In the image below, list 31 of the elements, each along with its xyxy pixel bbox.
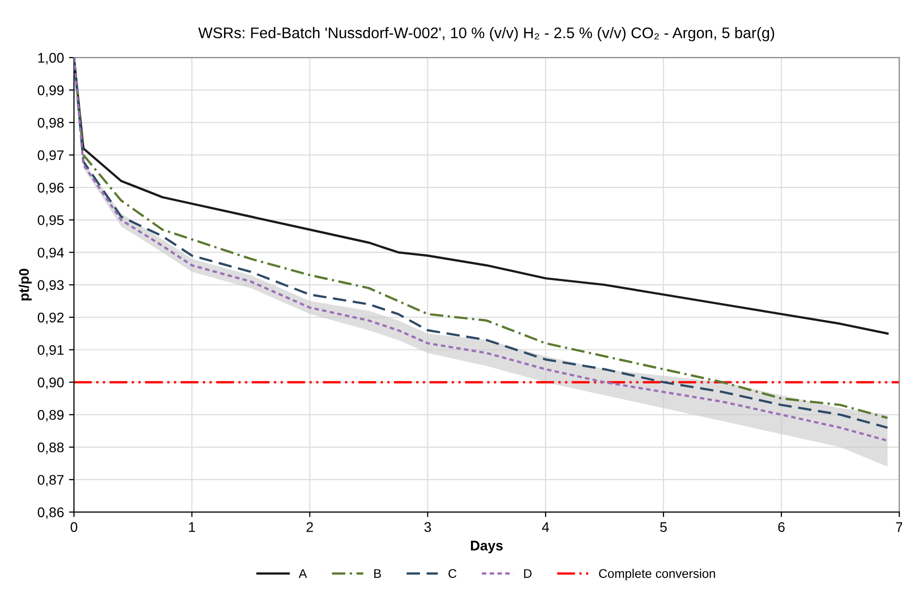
chart-title: WSRs: Fed-Batch 'Nussdorf-W-002', 10 % (v/v) H₂ - 2.5 % (v/v) CO₂ - Argon, 5 bar(g) [198, 27, 774, 42]
x-axis-title: Days [470, 540, 503, 554]
y-tick-label: 0,97 [38, 150, 64, 162]
x-tick-label: 2 [306, 522, 313, 532]
y-tick-label: 1,00 [38, 52, 64, 64]
legend-label: D [524, 569, 532, 578]
y-tick-label: 0,99 [38, 85, 64, 97]
legend-label: B [374, 569, 381, 578]
y-tick-label: 0,88 [38, 442, 64, 454]
y-tick-label: 0,95 [38, 215, 64, 227]
y-tick-label: 0,90 [38, 378, 64, 390]
legend-label: Complete conversion [599, 568, 716, 580]
y-tick-label: 0,91 [38, 345, 64, 357]
x-tick-label: 3 [424, 522, 431, 532]
y-tick-label: 0,89 [38, 410, 64, 422]
y-tick-label: 0,87 [38, 474, 64, 486]
x-tick-label: 7 [896, 522, 902, 532]
x-tick-label: 0 [70, 522, 78, 532]
legend-label: A [298, 569, 307, 578]
y-axis-title: pt/p0 [18, 268, 32, 300]
y-tick-label: 0,93 [38, 280, 64, 292]
x-tick-label: 1 [189, 522, 196, 532]
x-tick-label: 4 [542, 522, 550, 532]
x-tick-label: 6 [778, 522, 785, 532]
y-tick-label: 0,98 [38, 118, 64, 130]
y-tick-label: 0,86 [38, 507, 64, 519]
y-tick-label: 0,96 [38, 182, 64, 194]
y-tick-label: 0,92 [38, 312, 64, 324]
y-tick-label: 0,94 [38, 248, 64, 260]
x-tick-label: 5 [660, 522, 667, 532]
legend-label: C [448, 569, 456, 578]
